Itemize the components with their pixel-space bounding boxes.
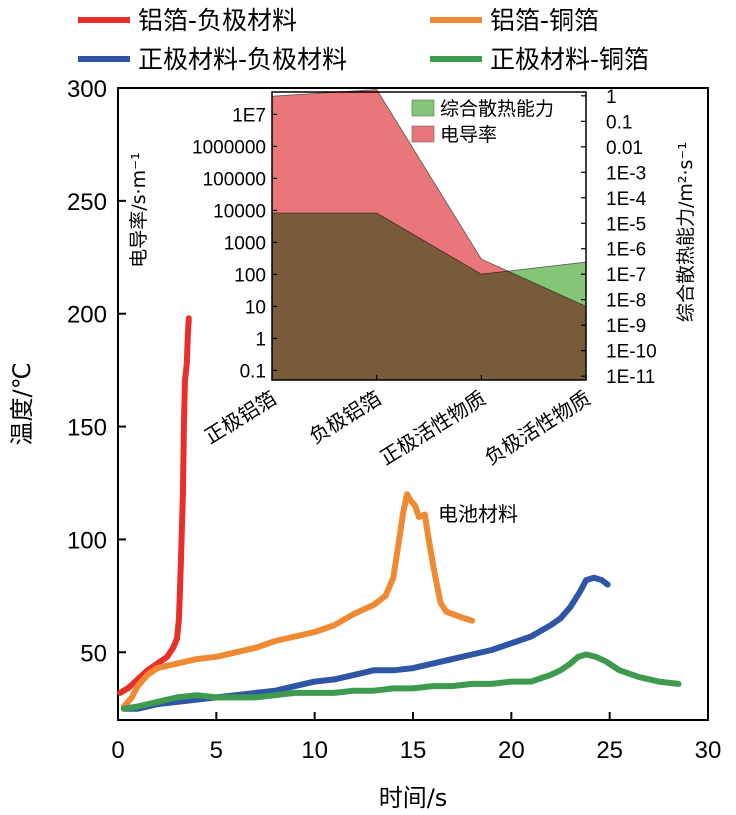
legend-label: 正极材料-铜箔	[490, 45, 649, 74]
x-tick-label: 20	[498, 737, 525, 764]
inset-left-tick-label: 1000	[224, 233, 266, 254]
x-tick-label: 15	[400, 737, 427, 764]
battery-material-annotation: 电池材料	[438, 502, 518, 526]
legend-label: 铝箔-负极材料	[138, 6, 297, 35]
inset-right-axis-label: 综合散热能力/m²·s⁻¹	[675, 142, 697, 322]
inset-legend-label: 综合散热能力	[440, 98, 554, 120]
legend-label: 铝箔-铜箔	[490, 6, 599, 35]
legend-label: 正极材料-负极材料	[138, 45, 347, 74]
y-tick-label: 250	[67, 189, 107, 216]
inset-right-tick-label: 1E-4	[606, 189, 647, 210]
x-tick-label: 25	[596, 737, 623, 764]
inset-right-tick-label: 1E-9	[606, 316, 646, 337]
y-tick-label: 150	[67, 415, 107, 442]
inset-left-tick-label: 0.1	[240, 361, 266, 382]
y-tick-label: 200	[67, 302, 107, 329]
inset-left-axis-label: 电导率/s·m⁻¹	[128, 152, 150, 268]
x-tick-label: 5	[210, 737, 223, 764]
series-line-1	[117, 315, 192, 696]
x-tick-label: 0	[111, 737, 124, 764]
inset-right-tick-label: 1E-7	[606, 265, 646, 286]
inset-left-tick-label: 10	[245, 297, 266, 318]
series-line-2	[120, 491, 475, 710]
inset-chart: 0.1 1 10 100 1000 10000 100000 1000000 1E7 1 0.1 0.…	[128, 87, 697, 470]
inset-right-tick-label: 1E-11	[606, 367, 655, 388]
inset-frame	[271, 91, 587, 381]
inset-category-label: 负极铝箔	[305, 386, 386, 449]
inset-right-tick-label: 1E-10	[606, 342, 657, 363]
inset-right-tick-label: 0.1	[606, 112, 632, 133]
x-axis-label: 时间/s	[379, 784, 448, 812]
y-tick-label: 50	[80, 640, 107, 667]
inset-left-tick-label: 1E7	[232, 105, 266, 126]
inset-right-tick-label: 1	[606, 87, 617, 108]
inset-right-tick-label: 1E-3	[606, 163, 646, 184]
inset-category-label: 负极活性物质	[480, 386, 594, 470]
inset-legend-swatch	[411, 125, 435, 143]
inset-right-tick-label: 1E-5	[606, 214, 646, 235]
inset-left-tick-label: 100000	[203, 169, 266, 190]
y-tick-label: 100	[67, 527, 107, 554]
series-line-4	[120, 651, 682, 712]
main-x-ticks: 0 5 10 15 20 25 30	[111, 712, 721, 764]
main-y-ticks: 50 100 150 200 250 300	[67, 76, 126, 667]
inset-right-tick-label: 1E-6	[606, 240, 646, 261]
inset-legend-swatch	[411, 99, 435, 117]
inset-category-label: 正极铝箔	[200, 386, 281, 449]
y-tick-label: 300	[67, 76, 107, 103]
inset-legend-label: 电导率	[440, 124, 497, 146]
inset-right-tick-label: 0.01	[606, 138, 643, 159]
x-tick-label: 30	[695, 737, 722, 764]
inset-left-tick-label: 1	[255, 329, 266, 350]
inset-left-tick-label: 100	[234, 265, 266, 286]
inset-category-label: 正极活性物质	[375, 386, 489, 470]
inset-left-tick-label: 1000000	[192, 137, 266, 158]
inset-right-tick-label: 1E-8	[606, 291, 646, 312]
y-axis-label: 温度/℃	[8, 362, 36, 445]
main-series-group	[117, 315, 682, 712]
inset-left-tick-label: 10000	[213, 201, 266, 222]
x-tick-label: 10	[301, 737, 328, 764]
